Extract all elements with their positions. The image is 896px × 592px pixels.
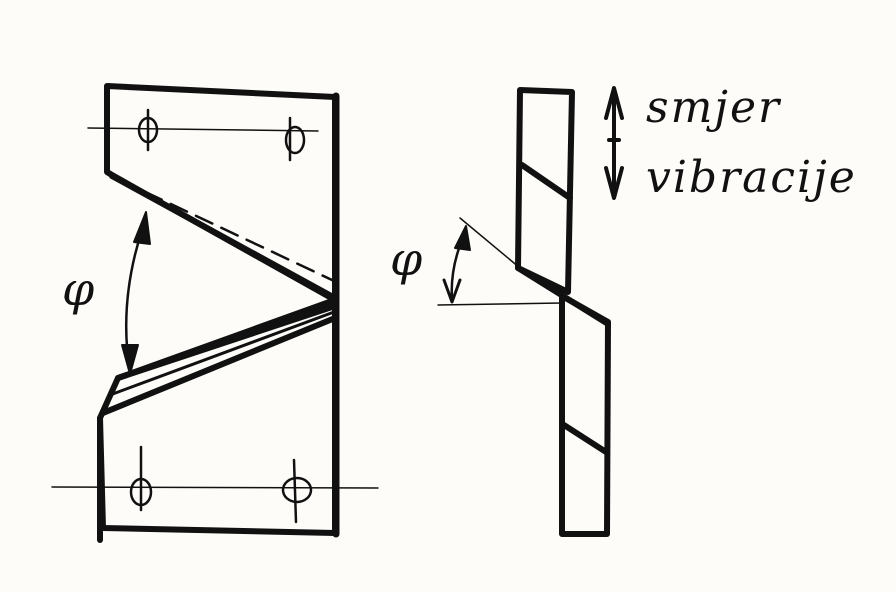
- arrowhead-up-icon: [454, 225, 471, 251]
- bolt-hole-icon: [137, 108, 159, 152]
- upper-strip: [515, 87, 575, 295]
- hatch-mark-lower: [561, 422, 609, 455]
- top-hole-centerline: [87, 127, 319, 132]
- hatch-mark-upper: [519, 162, 573, 201]
- vibration-label-line2: vibracije: [646, 152, 857, 203]
- lower-strip: [559, 293, 611, 537]
- front-view: [51, 83, 379, 543]
- v-upper-line: [109, 173, 338, 301]
- bolt-hole-icon: [129, 445, 153, 512]
- vibration-label-line1: smjer: [646, 82, 782, 133]
- angle-ref-slanted: [459, 217, 521, 269]
- cut-line: [515, 265, 611, 327]
- arrowhead-down-icon: [121, 344, 139, 375]
- v-lower-line-3: [108, 310, 336, 397]
- angle-label-phi-right: φ: [390, 232, 425, 286]
- arrowhead-up-icon: [133, 211, 151, 245]
- bottom-hole-centerline: [51, 486, 379, 489]
- vibration-direction-arrow-icon: [604, 86, 624, 200]
- arrowhead-down-icon: [442, 278, 462, 304]
- bolt-hole-icon: [284, 116, 306, 162]
- dashed-reference-line: [118, 178, 334, 282]
- v-lower-line-2: [100, 315, 338, 416]
- angle-label-phi-left: φ: [62, 262, 97, 316]
- v-lower-line-1: [115, 303, 338, 381]
- bolt-hole-icon: [281, 458, 313, 524]
- angle-ref-horizontal: [437, 302, 563, 306]
- side-view: [437, 86, 624, 537]
